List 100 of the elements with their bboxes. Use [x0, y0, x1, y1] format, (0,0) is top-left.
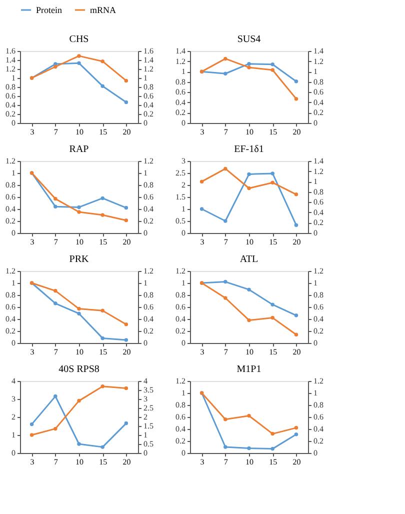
y-tick-label: 0	[12, 338, 16, 348]
point	[30, 422, 34, 426]
point	[247, 62, 251, 66]
y2-tick-label: 0	[314, 338, 318, 348]
y-tick-label: 0	[182, 448, 186, 458]
y-tick-label: 0.2	[6, 110, 16, 118]
point	[54, 288, 58, 293]
y-tick-label: 0.2	[176, 436, 186, 446]
point	[270, 180, 274, 184]
y-tick-label: 3	[12, 394, 16, 404]
chart-title: 40S RPS8	[58, 364, 100, 375]
y2-tick-label: 0.4	[144, 314, 154, 324]
point	[77, 442, 81, 446]
y2-tick-label: 1	[314, 177, 318, 186]
y2-tick-label: 4	[144, 376, 148, 386]
y-tick-label: 0	[12, 448, 16, 458]
y-tick-label: 0	[12, 228, 16, 238]
point	[270, 68, 274, 72]
point	[224, 219, 228, 223]
point	[124, 338, 128, 342]
y-tick-label: 1.2	[176, 56, 186, 66]
y-tick-label: 0.2	[176, 326, 186, 336]
y2-tick-label: 3.5	[144, 386, 154, 394]
y2-tick-label: 0.6	[144, 302, 154, 312]
point	[124, 386, 128, 390]
point	[124, 78, 128, 83]
y-tick-label: 1	[182, 388, 186, 398]
point	[294, 96, 298, 101]
point	[100, 213, 104, 217]
point	[77, 54, 81, 58]
y-tick-label: 0.8	[176, 77, 186, 86]
y2-tick-label: 0.4	[144, 204, 154, 214]
y2-tick-label: 1.6	[144, 46, 154, 56]
y2-tick-label: 0.6	[314, 412, 324, 422]
chart-title: RAP	[69, 144, 90, 155]
y2-tick-label: 0.8	[314, 77, 324, 86]
point	[200, 180, 204, 184]
y2-tick-label: 0.2	[314, 436, 324, 446]
y-tick-label: 0	[12, 118, 16, 128]
y-tick-label: 0.4	[6, 100, 16, 110]
y2-tick-label: 0.8	[314, 290, 324, 300]
legend-label: mRNA	[90, 5, 117, 15]
y2-tick-label: 0	[314, 448, 318, 458]
point	[294, 332, 298, 336]
y2-tick-label: 0.6	[314, 88, 324, 97]
y-tick-label: 0.6	[176, 302, 186, 312]
y2-tick-label: 0.5	[144, 440, 154, 448]
point	[270, 432, 274, 436]
y2-tick-label: 0.2	[314, 108, 324, 118]
x-tick-label: 7	[224, 458, 228, 466]
x-tick-label: 20	[292, 238, 301, 246]
y2-tick-label: 0.6	[144, 192, 154, 202]
chart-title: ATL	[240, 254, 258, 265]
y-tick-label: 1.2	[176, 266, 186, 276]
y-tick-label: 2	[12, 412, 16, 422]
point	[77, 398, 81, 403]
y2-tick-label: 1.4	[314, 46, 324, 56]
x-tick-label: 20	[292, 348, 301, 356]
y2-tick-label: 0.8	[144, 82, 154, 92]
y-tick-label: 1.2	[6, 266, 16, 276]
y-tick-label: 3	[182, 156, 186, 166]
y2-tick-label: 0	[144, 338, 148, 348]
y2-tick-label: 0.4	[144, 100, 154, 110]
point	[77, 306, 81, 311]
point	[247, 446, 251, 450]
y-tick-label: 0.6	[6, 92, 16, 100]
point	[100, 445, 104, 449]
y-tick-label: 2	[182, 180, 186, 190]
x-tick-label: 3	[200, 128, 204, 136]
point	[247, 414, 251, 418]
y2-tick-label: 0.4	[314, 424, 324, 434]
x-tick-label: 10	[76, 238, 84, 246]
y2-tick-label: 0.8	[144, 290, 154, 300]
point	[200, 207, 204, 211]
y2-tick-label: 0.8	[314, 187, 324, 196]
point	[294, 223, 298, 227]
point	[100, 196, 104, 200]
y-tick-label: 0.6	[6, 302, 16, 312]
y2-tick-label: 0.2	[314, 218, 324, 228]
point	[100, 336, 104, 340]
y-tick-label: 1	[12, 168, 16, 178]
y-tick-label: 1	[182, 278, 186, 288]
point	[224, 280, 228, 284]
point	[100, 384, 104, 388]
y-tick-label: 1	[182, 204, 186, 214]
y-tick-label: 0.4	[176, 98, 186, 107]
point	[224, 72, 228, 76]
y2-tick-label: 0.8	[144, 180, 154, 190]
x-tick-label: 3	[30, 128, 34, 136]
y2-tick-label: 2.5	[144, 404, 154, 412]
point	[124, 206, 128, 210]
y-tick-label: 1	[12, 74, 16, 82]
chart-title: SUS4	[237, 34, 261, 45]
chart-title: CHS	[69, 34, 89, 45]
y2-tick-label: 1.2	[314, 166, 324, 176]
y-tick-label: 1.2	[6, 64, 16, 74]
y2-tick-label: 0	[144, 228, 148, 238]
y2-tick-label: 1	[144, 278, 148, 288]
y2-tick-label: 0.2	[144, 216, 154, 226]
y2-tick-label: 1.5	[144, 422, 154, 430]
